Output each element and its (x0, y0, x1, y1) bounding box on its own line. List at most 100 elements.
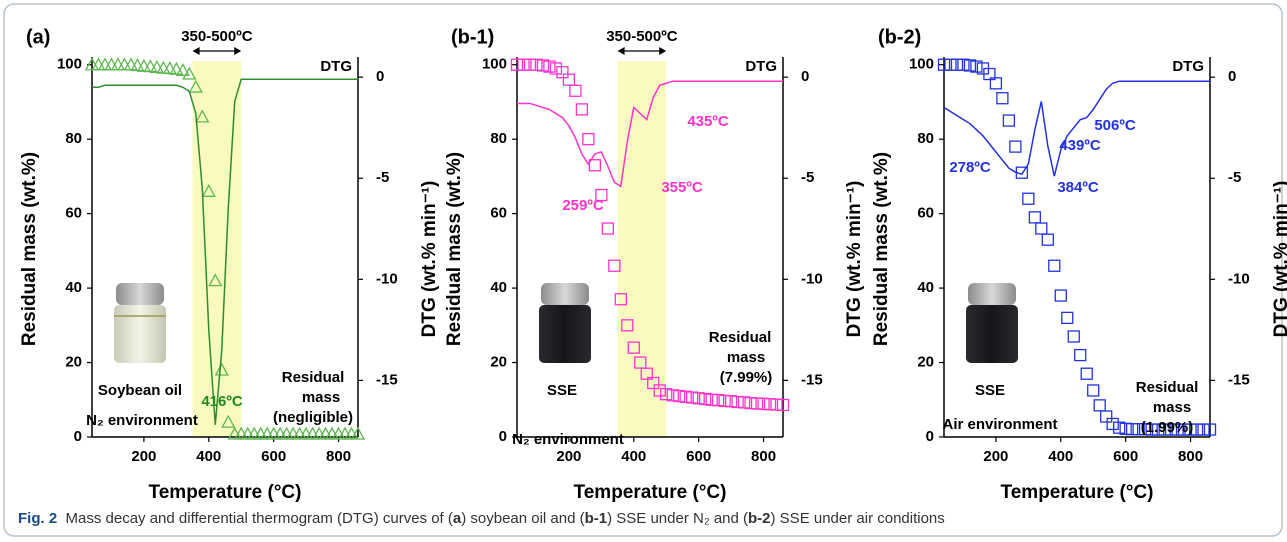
annotation: (negligible) (273, 409, 353, 426)
x-axis-title: Temperature (°C) (149, 482, 302, 503)
data-point (517, 58, 530, 71)
y2-tick-label: -15 (376, 371, 398, 388)
data-point (1151, 423, 1165, 436)
data-point (543, 60, 556, 73)
caption-part: a (453, 510, 462, 527)
y-tick-label: 60 (490, 205, 507, 222)
data-point (731, 395, 744, 409)
data-point (188, 79, 203, 93)
data-point (770, 398, 783, 411)
data-point (1119, 422, 1132, 435)
x-tick-label: 200 (556, 448, 581, 465)
data-point (1002, 114, 1016, 127)
data-point (523, 58, 537, 71)
y-axis-title: Residual mass (wt.%) (444, 152, 465, 346)
data-point (983, 67, 996, 81)
annotation: 259ºC (562, 197, 604, 214)
data-point (1197, 423, 1210, 436)
y-tick-label: 0 (499, 428, 507, 445)
x-tick-label: 400 (196, 448, 221, 465)
data-point (711, 393, 725, 407)
dtg-line (92, 78, 358, 425)
y-tick-label: 40 (917, 279, 934, 296)
data-point (750, 397, 764, 410)
data-point (1113, 421, 1126, 434)
annotation: 435ºC (687, 113, 729, 130)
legend-label: DTG (320, 58, 352, 75)
data-point (970, 60, 983, 73)
data-point (556, 66, 569, 79)
data-point (957, 58, 970, 71)
x-tick-label: 200 (983, 448, 1008, 465)
y2-tick-label: -5 (801, 169, 814, 186)
data-point (1132, 423, 1145, 436)
data-point (698, 392, 712, 406)
data-point (1164, 423, 1178, 436)
data-point (757, 397, 770, 411)
data-point (647, 376, 660, 390)
caption-part: ) SSE under N₂ and ( (607, 510, 748, 527)
annotation: 506ºC (1094, 117, 1136, 134)
annotation: 439ºC (1059, 137, 1101, 154)
caption-part: Fig. 2 (18, 510, 57, 527)
annotation: Residual (1136, 379, 1199, 396)
y-tick-label: 40 (490, 279, 507, 296)
annotation: 355ºC (661, 179, 703, 196)
y-tick-label: 80 (65, 130, 82, 147)
x-tick-label: 200 (131, 448, 156, 465)
data-point (1035, 222, 1048, 235)
data-point (737, 396, 751, 409)
x-tick-label: 600 (686, 448, 711, 465)
data-point (705, 393, 718, 406)
data-point (582, 133, 595, 146)
data-point (182, 66, 197, 80)
data-point (673, 389, 686, 403)
y-axis-title: Residual mass (wt.%) (871, 152, 892, 346)
data-point (201, 183, 216, 197)
data-point (963, 59, 977, 72)
y-tick-label: 0 (74, 428, 82, 445)
data-point (1145, 423, 1158, 436)
y-tick-label: 100 (482, 56, 507, 73)
y2-tick-label: 0 (376, 68, 384, 85)
figure-frame (3, 3, 1283, 537)
annotation: Residual (709, 329, 772, 346)
data-point (1184, 423, 1197, 436)
data-point (350, 426, 366, 440)
y-tick-label: 60 (917, 205, 934, 222)
range-label: 350-500ºC (606, 28, 678, 45)
annotation: 416ºC (201, 393, 243, 410)
y-tick-label: 80 (917, 130, 934, 147)
y-tick-label: 100 (909, 56, 934, 73)
data-point (666, 389, 679, 402)
data-point (744, 396, 757, 410)
data-point (169, 61, 184, 75)
annotation: Soybean oil (98, 382, 182, 399)
data-point (692, 392, 705, 405)
y2-tick-label: -10 (1228, 270, 1250, 287)
annotation: (1.99%) (1141, 419, 1194, 436)
annotation: SSE (975, 382, 1005, 399)
data-point (1106, 417, 1119, 431)
data-point (944, 58, 957, 71)
y-tick-label: 40 (65, 279, 82, 296)
x-tick-label: 400 (621, 448, 646, 465)
data-point (724, 395, 738, 408)
y2-tick-label: 0 (1228, 68, 1236, 85)
x-tick-label: 600 (1113, 448, 1138, 465)
dtg-line (943, 80, 1210, 177)
y2-tick-label: -10 (376, 270, 398, 287)
data-point (763, 398, 777, 411)
data-point (221, 414, 236, 428)
range-label: 350-500ºC (181, 28, 253, 45)
data-point (950, 58, 964, 71)
y-tick-label: 100 (57, 56, 82, 73)
bottle (966, 283, 1018, 363)
data-point (123, 57, 139, 71)
data-point (621, 319, 634, 332)
data-point (536, 59, 550, 72)
caption-part: ) soybean oil and ( (461, 510, 584, 527)
x-tick-label: 800 (326, 448, 351, 465)
y2-axis-title: DTG (wt.% min⁻¹) (419, 181, 440, 338)
y-tick-label: 20 (490, 354, 507, 371)
